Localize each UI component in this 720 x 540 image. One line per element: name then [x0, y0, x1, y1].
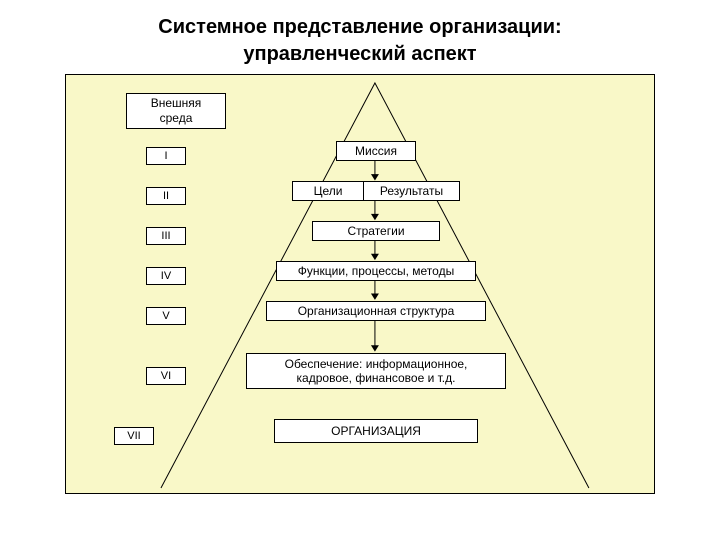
external-environment-box: Внешняя среда: [126, 93, 226, 129]
diagram-canvas: Внешняя средаIIIIIIIVVVIVIIМиссияЦелиРез…: [65, 74, 655, 494]
results-box: Результаты: [364, 181, 460, 201]
pyramid-level-5: Организационная структура: [266, 301, 486, 321]
roman-level-1: I: [146, 147, 186, 165]
pyramid-level-1: Миссия: [336, 141, 416, 161]
roman-level-2: II: [146, 187, 186, 205]
pyramid-level-2: ЦелиРезультаты: [292, 181, 460, 201]
roman-level-7: VII: [114, 427, 154, 445]
roman-level-5: V: [146, 307, 186, 325]
goals-box: Цели: [292, 181, 364, 201]
title-line-2: управленческий аспект: [0, 43, 720, 66]
pyramid-level-6: Обеспечение: информационное, кадровое, ф…: [246, 353, 506, 389]
title-block: Системное представление организации: упр…: [0, 0, 720, 66]
roman-level-3: III: [146, 227, 186, 245]
pyramid-level-4: Функции, процессы, методы: [276, 261, 476, 281]
roman-level-4: IV: [146, 267, 186, 285]
pyramid-level-7: ОРГАНИЗАЦИЯ: [274, 419, 478, 443]
roman-level-6: VI: [146, 367, 186, 385]
pyramid-level-3: Стратегии: [312, 221, 440, 241]
title-line-1: Системное представление организации:: [0, 16, 720, 39]
